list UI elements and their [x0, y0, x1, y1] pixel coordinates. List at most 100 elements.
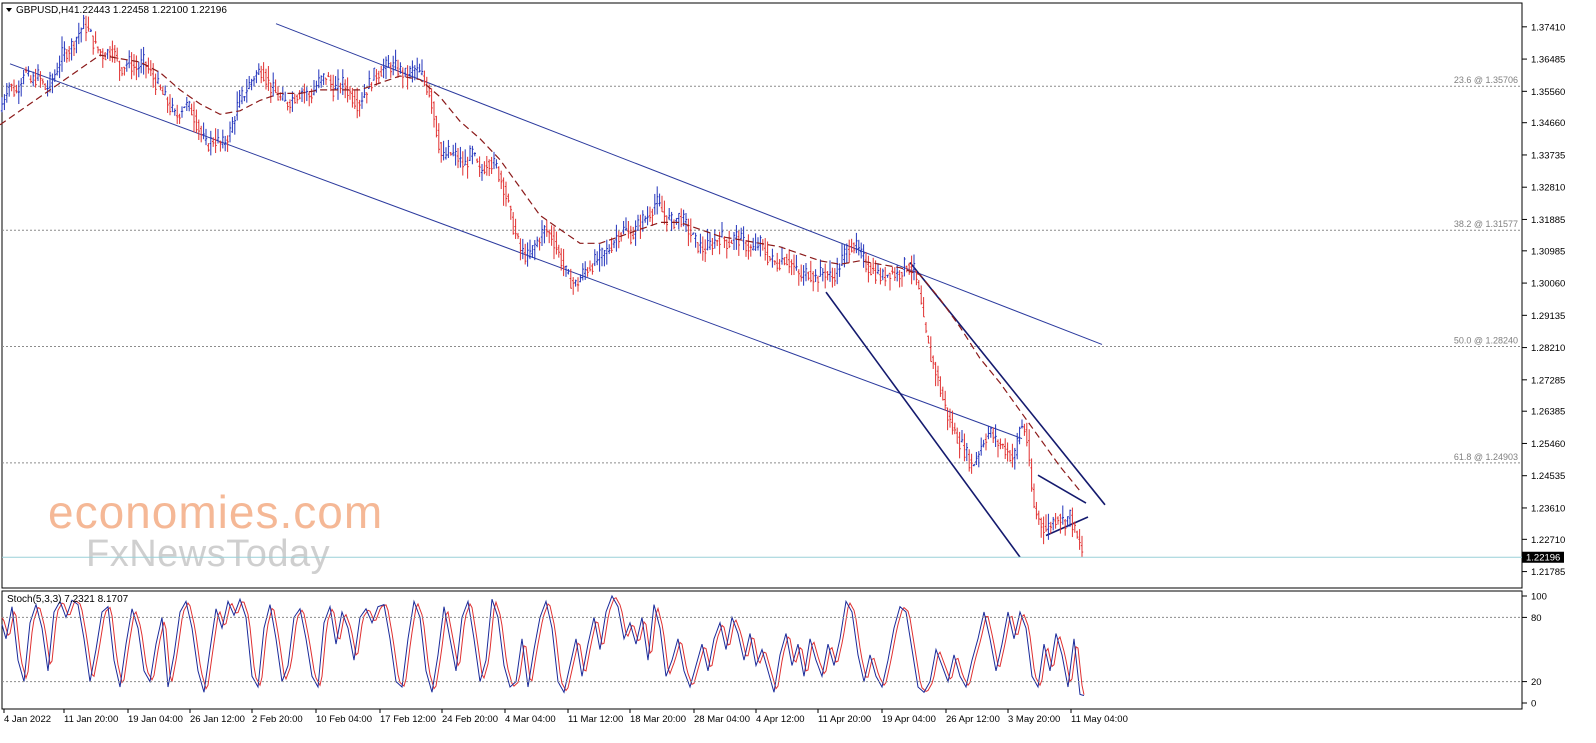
candle	[867, 255, 870, 283]
candle	[363, 84, 366, 99]
candle	[224, 135, 227, 152]
candle	[999, 438, 1002, 450]
candle	[46, 80, 49, 97]
price-tick-label: 1.33735	[1531, 150, 1565, 161]
candle	[605, 239, 608, 265]
candle	[394, 49, 397, 70]
candle	[608, 244, 611, 255]
candle	[12, 79, 16, 97]
candle	[1025, 422, 1028, 447]
moving-average	[0, 54, 1081, 492]
candle	[272, 72, 275, 97]
candle	[776, 252, 779, 272]
price-tick-label: 1.30060	[1531, 279, 1565, 290]
candle	[670, 211, 673, 232]
candle	[509, 205, 512, 220]
candle	[334, 76, 337, 90]
candle	[915, 270, 918, 286]
candle	[226, 135, 229, 152]
candle	[351, 87, 354, 108]
candle	[384, 56, 388, 80]
candle	[831, 267, 834, 288]
candle	[684, 212, 688, 233]
candle	[792, 254, 796, 275]
price-tick-label: 1.36485	[1531, 55, 1565, 66]
symbol-dropdown-icon[interactable]	[6, 8, 12, 12]
candle	[989, 426, 992, 438]
candle	[677, 212, 680, 230]
time-tick-label: 11 Mar 12:00	[568, 714, 623, 725]
candle	[1054, 512, 1057, 529]
candle	[197, 119, 200, 140]
candle	[617, 230, 620, 249]
candle	[903, 257, 906, 277]
candle	[512, 212, 515, 235]
candle	[588, 260, 592, 272]
candle	[538, 237, 541, 251]
candle	[704, 239, 707, 263]
candle	[636, 214, 640, 231]
candle	[365, 92, 368, 104]
candle	[452, 144, 455, 157]
candle	[1047, 513, 1050, 540]
price-tick-label: 1.34660	[1531, 118, 1565, 129]
candle	[502, 177, 505, 206]
candle	[219, 140, 222, 152]
candle	[293, 93, 296, 104]
candle	[752, 237, 755, 251]
candle	[876, 263, 880, 275]
candle	[797, 269, 800, 286]
candle	[260, 65, 263, 84]
candle	[39, 71, 42, 88]
moving-average-line	[0, 54, 1081, 492]
candle	[785, 253, 788, 266]
candle	[264, 68, 268, 90]
candle	[768, 256, 772, 262]
candle	[600, 247, 604, 267]
candle	[766, 241, 769, 266]
candle	[370, 82, 373, 92]
candle	[713, 229, 716, 249]
candle	[586, 267, 589, 277]
candle	[603, 249, 606, 267]
time-tick-label: 4 Jan 2022	[4, 714, 51, 725]
candle	[888, 272, 892, 291]
candle	[423, 70, 426, 87]
candle	[1016, 432, 1019, 460]
watermark-line2: FxNewsToday	[86, 533, 330, 575]
candle	[298, 90, 301, 100]
candle	[800, 264, 803, 282]
candle	[149, 60, 152, 77]
candle	[545, 219, 548, 237]
candle	[1066, 516, 1069, 528]
candle	[420, 59, 424, 76]
candle	[855, 232, 858, 254]
candle	[826, 270, 829, 281]
candle	[1049, 521, 1052, 534]
candle	[466, 156, 469, 179]
candle	[1037, 510, 1040, 525]
candle	[5, 83, 8, 103]
candle	[615, 224, 618, 252]
candle	[207, 143, 210, 152]
price-tick-label: 1.28210	[1531, 343, 1565, 354]
candle	[536, 236, 539, 248]
candle	[720, 221, 724, 238]
candle	[646, 206, 649, 226]
time-tick-label: 18 Mar 20:00	[630, 714, 686, 725]
candle	[341, 69, 344, 95]
candle	[382, 58, 385, 79]
candle	[778, 259, 781, 271]
symbol-label[interactable]: GBPUSD,H4	[16, 5, 74, 16]
candle	[132, 54, 136, 76]
candle	[80, 27, 83, 43]
candle	[900, 271, 904, 287]
candle	[413, 65, 416, 81]
candle	[20, 78, 23, 97]
trendlines	[9, 23, 1106, 558]
price-tick-label: 1.29135	[1531, 311, 1565, 322]
candle	[84, 15, 88, 42]
candle	[353, 90, 356, 110]
price-tick-label: 1.21785	[1531, 567, 1565, 578]
candle	[759, 235, 762, 257]
